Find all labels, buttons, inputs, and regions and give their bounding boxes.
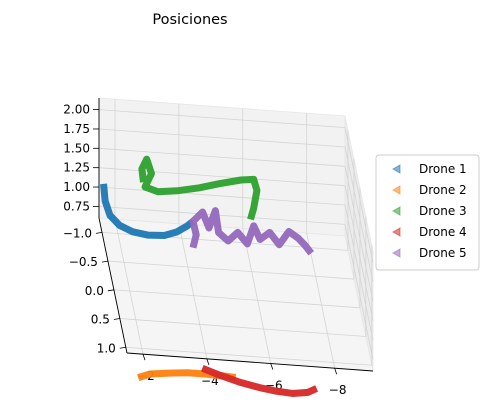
series-line-4 [201, 364, 319, 397]
y-tick-label: 1.0 [97, 341, 116, 355]
legend-marker-icon [391, 248, 401, 258]
y-tick-mark [107, 289, 114, 292]
grid-line-z-side [344, 224, 374, 360]
legend-label: Drone 5 [419, 246, 467, 260]
x-tick-mark [334, 368, 338, 375]
grid-line-y-floor [119, 318, 366, 337]
grid-line-y-floor [125, 346, 372, 366]
legend-label: Drone 1 [419, 162, 467, 176]
chart-title: Posiciones [152, 12, 227, 28]
y-tick-label: −0.5 [69, 255, 98, 269]
axis-lines [93, 98, 374, 375]
grid-lines [98, 99, 374, 369]
z-tick-label: 1.25 [63, 161, 90, 175]
grid-line-x-floor [178, 223, 208, 359]
grid-line-y-floor [113, 289, 360, 309]
y-tick-mark [101, 260, 109, 263]
x-tick-mark [206, 358, 210, 365]
z-tick-label: 0.75 [63, 199, 90, 213]
grid-line-z-side [344, 185, 374, 321]
legend-marker-icon [391, 206, 401, 216]
legend-label: Drone 4 [419, 225, 467, 239]
grid-line-x-floor [306, 233, 336, 369]
series-line-3 [138, 155, 261, 221]
series-line-5 [189, 207, 314, 256]
axes-panes [98, 97, 374, 372]
x-axis-line [126, 352, 374, 372]
z-tick-label: 1.00 [63, 180, 90, 194]
z-tick-label: 2.00 [63, 103, 90, 117]
grid-line-x-floor [242, 228, 272, 364]
y-tick-mark [113, 318, 120, 320]
grid-line-z-back [98, 186, 346, 206]
grid-line-z-side [344, 146, 374, 283]
legend: Drone 1 Drone 2 Drone 3 Drone 4 Drone 5 [375, 154, 480, 271]
grid-line-x-floor [114, 219, 144, 355]
legend-box [375, 154, 480, 271]
series-lines [100, 155, 319, 397]
y-tick-mark [119, 346, 126, 349]
y-tick-label: 0.5 [91, 313, 110, 327]
series-line-1 [100, 183, 196, 240]
x-tick-mark [142, 354, 146, 361]
grid-line-z-side [344, 166, 374, 302]
x-tick-label: −8 [329, 383, 347, 397]
legend-marker-icon [391, 164, 401, 174]
grid-line-z-side [344, 204, 374, 341]
x-tick-mark [270, 363, 274, 370]
z-tick-label: 1.50 [63, 141, 90, 155]
grid-line-z-side [344, 127, 374, 263]
y-tick-label: 0.0 [85, 284, 104, 298]
y-axis-line [98, 217, 128, 354]
legend-marker-icon [391, 227, 401, 237]
legend-marker-icon [391, 185, 401, 195]
grid-line-y-floor [107, 260, 354, 280]
z-tick-label: 1.75 [63, 122, 90, 136]
y-tick-label: −1.0 [63, 226, 92, 240]
grid-line-z-back [98, 205, 346, 225]
legend-label: Drone 2 [419, 183, 467, 197]
grid-line-z-back [98, 147, 346, 167]
grid-line-z-back [98, 128, 346, 148]
legend-label: Drone 3 [419, 204, 467, 218]
y-tick-mark [95, 231, 103, 234]
grid-line-z-back [98, 109, 346, 129]
